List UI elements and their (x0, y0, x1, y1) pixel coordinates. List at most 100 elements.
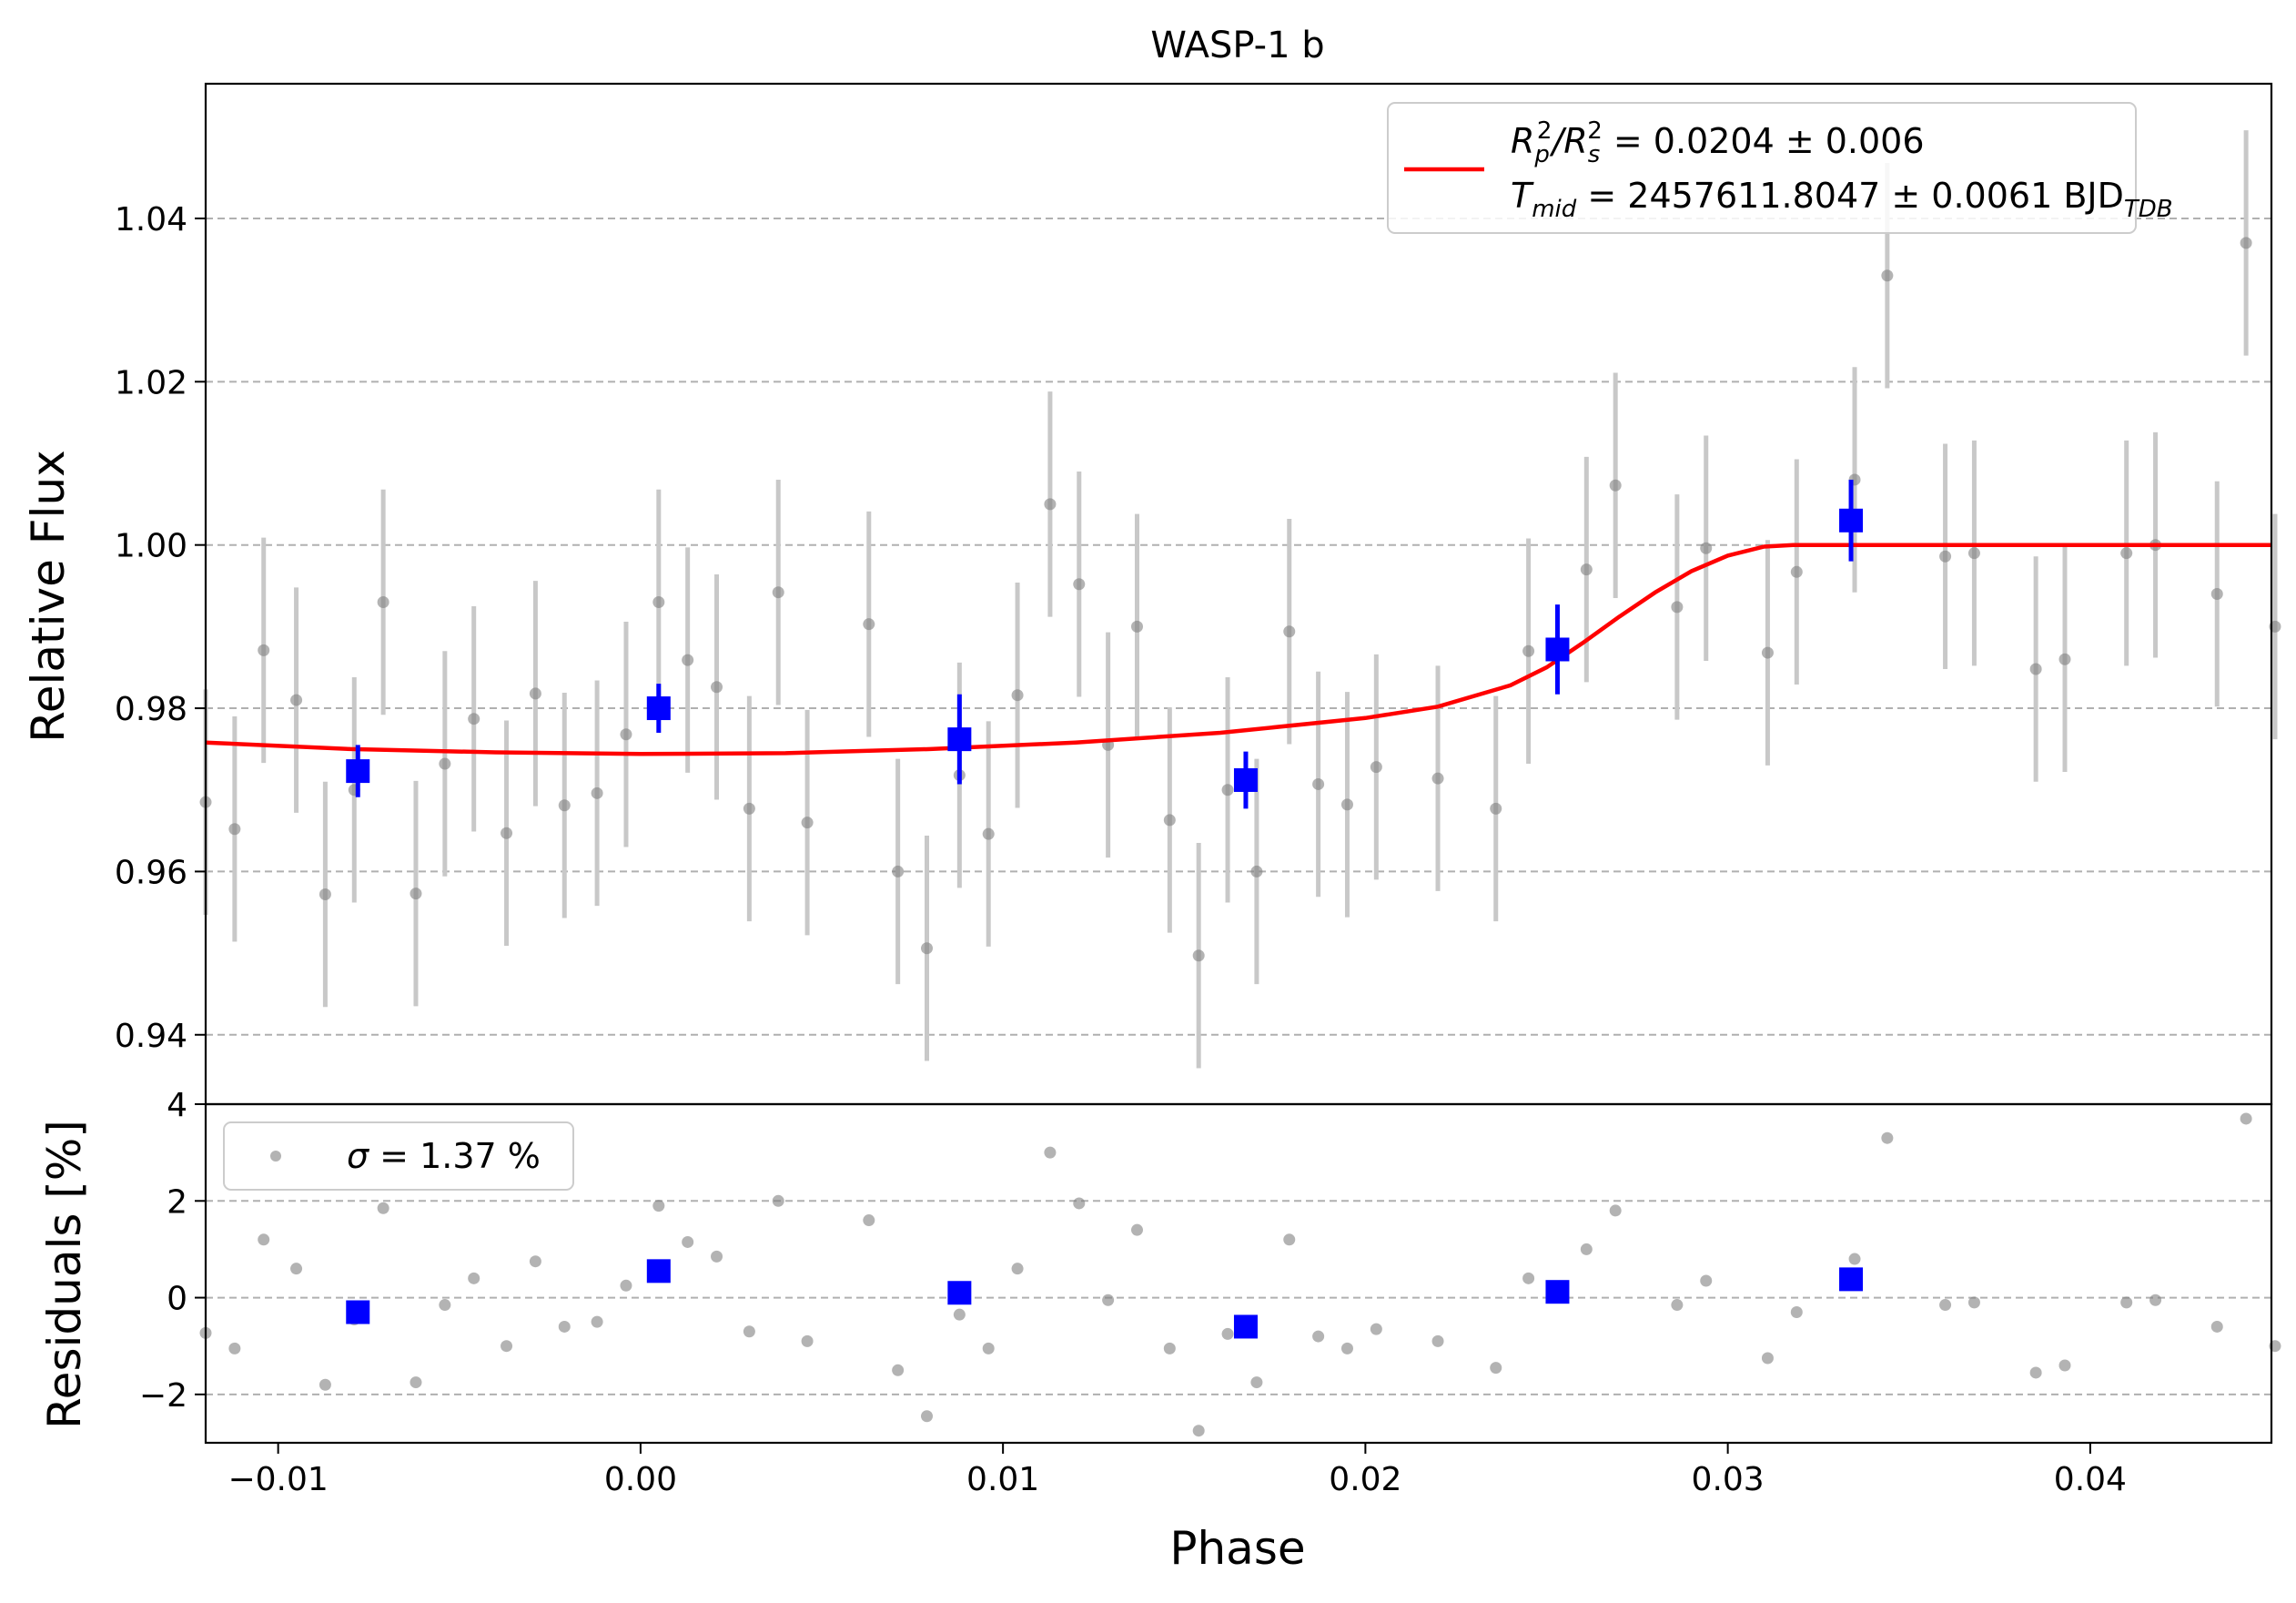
light-curve-y-tick-label: 0.98 (115, 691, 187, 728)
residuals-legend: σ = 1.37 % (223, 1121, 574, 1191)
legend-frame (1387, 102, 2137, 234)
residual-raw-point (682, 1235, 694, 1248)
residual-raw-point (863, 1214, 875, 1227)
raw-data-point (682, 654, 694, 666)
residuals-y-ticks: −2 0 2 4 (139, 1087, 206, 1415)
raw-data-point (1490, 802, 1502, 815)
residual-raw-point (439, 1299, 451, 1312)
residual-raw-point (1431, 1334, 1444, 1347)
residuals-y-tick-label: 0 (167, 1281, 187, 1318)
x-tick-label: 0.03 (1692, 1461, 1765, 1498)
raw-data-point (1073, 578, 1086, 591)
residual-raw-point (1073, 1197, 1086, 1210)
raw-data-point (1044, 498, 1057, 511)
residual-raw-point (1163, 1342, 1176, 1354)
residual-raw-point (501, 1340, 513, 1353)
residual-raw-point (1848, 1253, 1861, 1265)
residual-raw-point (2149, 1294, 2162, 1306)
raw-data-point (1967, 547, 1980, 560)
x-tick-label: 0.01 (966, 1461, 1039, 1498)
residual-raw-point (1250, 1376, 1263, 1389)
residual-raw-point (1044, 1146, 1057, 1159)
raw-data-point (258, 644, 270, 656)
raw-data-point (1580, 563, 1593, 576)
raw-data-point (1312, 777, 1325, 790)
light-curve-legend: Rp2/Rs2 = 0.0204 ± 0.006 Tmid = 2457611.… (1387, 102, 2173, 234)
light-curve-y-tick-label: 0.96 (115, 854, 187, 891)
raw-data-point (468, 713, 480, 725)
residual-raw-point (1522, 1272, 1535, 1284)
raw-data-point (558, 799, 571, 812)
light-curve-binned-points (346, 479, 1864, 809)
residual-binned-point (947, 1281, 972, 1305)
raw-data-point (1163, 814, 1176, 827)
residuals-panel: −2 0 2 4 −0.01 0.00 0.01 0.02 0.03 0.04 Residual… (38, 1087, 2281, 1575)
raw-data-point (1700, 542, 1713, 554)
raw-data-point (863, 618, 875, 631)
residuals-grid (206, 1200, 2271, 1395)
raw-data-point (2058, 653, 2071, 665)
raw-data-point (1431, 772, 1444, 785)
residual-raw-point (1192, 1425, 1205, 1437)
light-curve-y-tick-label: 0.94 (115, 1018, 187, 1055)
light-curve-grid (206, 217, 2271, 1036)
residual-raw-point (228, 1342, 241, 1354)
residual-raw-point (2240, 1112, 2252, 1125)
light-curve-y-tick-label: 1.04 (115, 201, 187, 238)
binned-data-point (346, 759, 370, 784)
light-curve-y-axis-label: Relative Flux (22, 450, 75, 742)
residual-binned-point (346, 1300, 370, 1324)
raw-data-point (1370, 761, 1382, 774)
residual-raw-point (591, 1315, 603, 1328)
residuals-binned-points (346, 1259, 1864, 1339)
raw-data-point (1283, 625, 1296, 638)
residual-raw-point (743, 1325, 755, 1338)
residual-raw-point (2210, 1320, 2223, 1333)
residual-binned-point (646, 1259, 671, 1283)
raw-data-point (319, 888, 331, 901)
residual-raw-point (558, 1320, 571, 1333)
raw-data-point (290, 694, 303, 706)
raw-data-point (743, 802, 755, 815)
raw-data-point (228, 823, 241, 836)
residual-raw-point (529, 1255, 541, 1268)
raw-data-point (1130, 620, 1143, 633)
raw-data-point (921, 942, 934, 955)
residual-raw-point (2120, 1296, 2133, 1309)
legend-radius-ratio-text: Rp2/Rs2 = 0.0204 ± 0.006 (1511, 117, 1925, 168)
raw-data-point (1609, 479, 1622, 492)
raw-data-point (1221, 784, 1234, 796)
residuals-y-tick-label: −2 (139, 1377, 187, 1415)
residual-raw-point (1130, 1223, 1143, 1236)
raw-data-point (2029, 663, 2042, 675)
raw-data-point (1522, 644, 1535, 657)
residual-raw-point (258, 1233, 270, 1246)
legend-tmid-text: Tmid = 2457611.8047 ± 0.0061 BJDTDB (1511, 176, 2173, 223)
raw-data-point (2240, 237, 2252, 249)
raw-data-point (439, 757, 451, 770)
residual-raw-point (620, 1279, 632, 1292)
raw-data-point (377, 595, 389, 608)
raw-data-point (2120, 547, 2133, 560)
x-axis-label: Phase (1169, 1522, 1305, 1575)
residual-raw-point (711, 1250, 723, 1263)
raw-data-point (591, 786, 603, 799)
residual-raw-point (1609, 1204, 1622, 1217)
residual-raw-point (1700, 1274, 1713, 1287)
residuals-y-tick-label: 2 (167, 1183, 187, 1221)
raw-data-point (1011, 689, 1024, 702)
raw-data-point (1250, 865, 1263, 878)
raw-data-point (2210, 588, 2223, 600)
raw-data-point (652, 595, 665, 608)
residual-raw-point (1221, 1327, 1234, 1340)
residuals-legend-frame (223, 1121, 574, 1191)
raw-data-point (501, 827, 513, 839)
residual-raw-point (2058, 1359, 2071, 1372)
residuals-legend-marker (270, 1151, 281, 1162)
binned-data-point (646, 696, 671, 721)
light-curve-y-ticks: 0.94 0.96 0.98 1.00 1.02 1.04 (115, 201, 206, 1055)
raw-data-point (1881, 269, 1894, 282)
x-tick-label: 0.04 (2054, 1461, 2127, 1498)
